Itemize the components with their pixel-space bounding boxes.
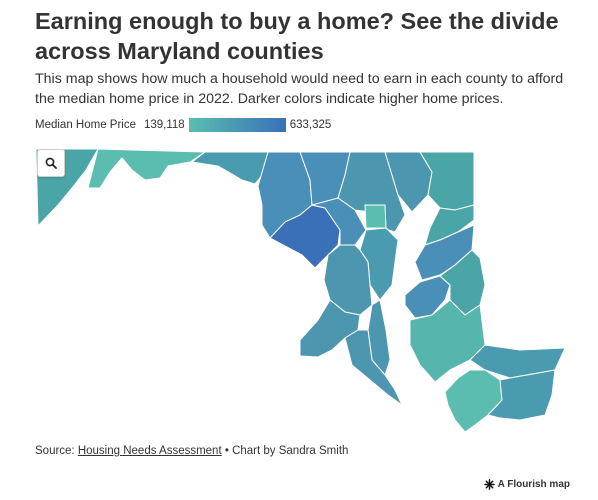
chart-credit: • Chart by Sandra Smith [221,445,349,457]
flourish-label: A Flourish map [497,479,570,490]
chart-footer: Source: Housing Needs Assessment • Chart… [35,445,348,457]
source-prefix: Source: [35,445,78,457]
search-icon [45,157,57,169]
chart-title: Earning enough to buy a home? See the di… [35,8,559,64]
county-somerset[interactable] [444,369,503,433]
county-talbot[interactable] [404,275,451,319]
legend-min-label: 139,118 [143,119,185,131]
maryland-county-map[interactable] [0,140,598,440]
flourish-logo-icon [483,479,495,490]
county-washington[interactable] [191,151,269,185]
county-baltimore-city[interactable] [364,204,387,229]
county-montgomery[interactable] [269,204,341,269]
map-zoom-button[interactable] [37,149,65,177]
flourish-branding[interactable]: A Flourish map [483,479,570,490]
county-prince-georges[interactable] [323,244,373,316]
legend-max-label: 633,325 [289,119,332,131]
county-st-marys[interactable] [344,329,403,406]
color-legend: Median Home Price 139,118 633,325 [35,117,331,133]
legend-gradient-bar [188,118,286,132]
legend-title: Median Home Price [35,119,136,131]
chart-subtitle: This map shows how much a household woul… [35,71,564,107]
source-link[interactable]: Housing Needs Assessment [77,445,222,457]
county-allegany[interactable] [87,148,206,189]
county-worcester[interactable] [487,369,556,421]
